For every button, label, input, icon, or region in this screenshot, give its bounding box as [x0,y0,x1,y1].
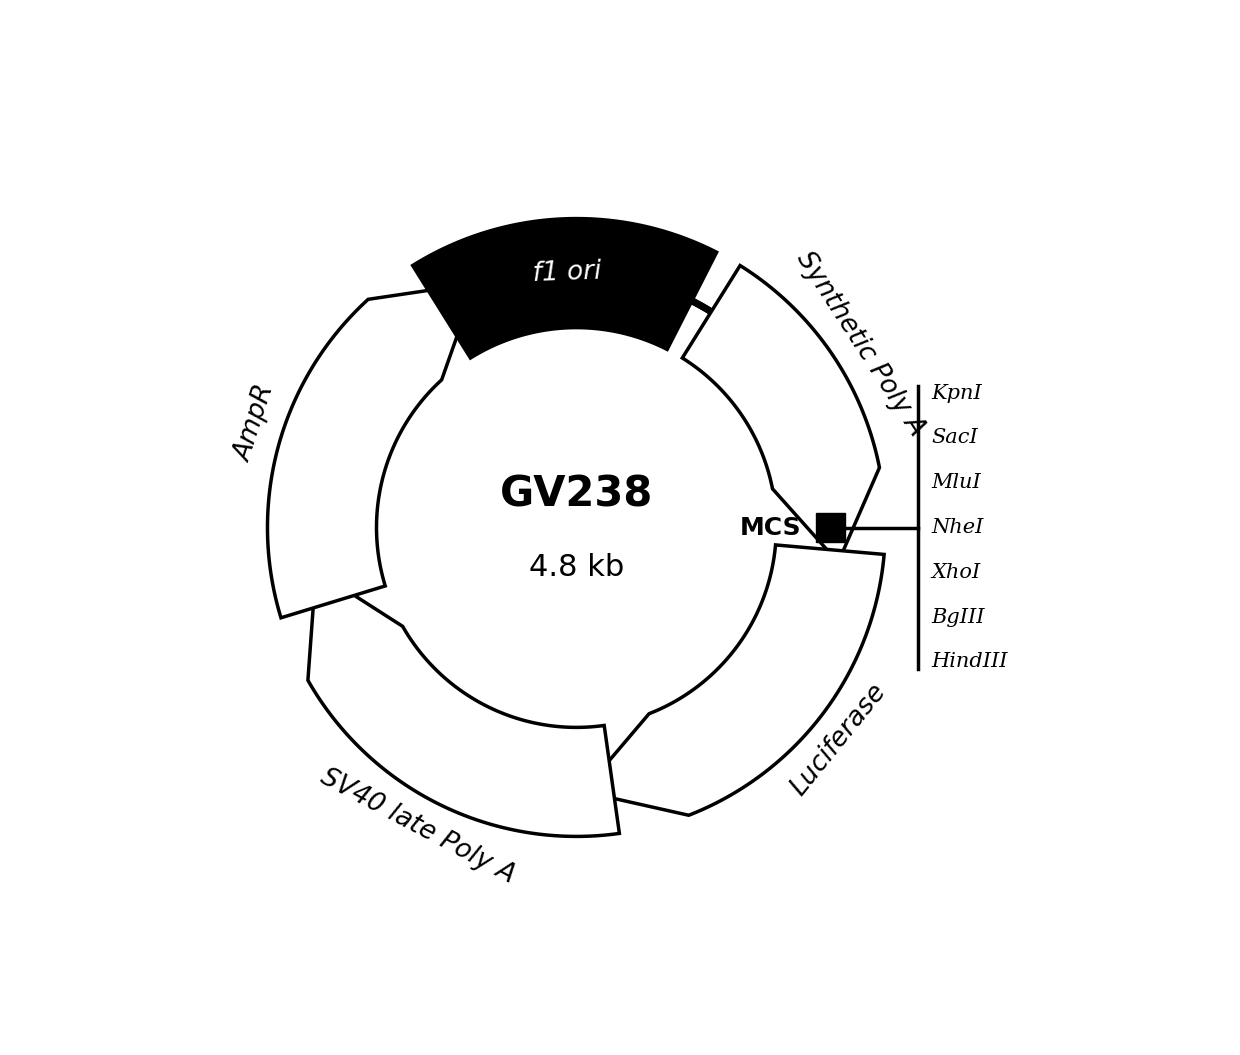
Text: AmpR: AmpR [231,382,279,464]
Text: Luciferase: Luciferase [786,679,892,801]
Text: SacI: SacI [931,428,978,447]
Text: HindIII: HindIII [931,652,1008,671]
Text: XhoI: XhoI [931,562,981,581]
Polygon shape [308,571,620,837]
Text: KpnI: KpnI [931,384,982,403]
Text: MluI: MluI [931,474,981,493]
Text: BgIII: BgIII [931,608,985,627]
Text: 4.8 kb: 4.8 kb [528,553,624,582]
Text: f1 ori: f1 ori [533,260,603,287]
Text: NheI: NheI [931,518,983,537]
Text: SV40 late Poly A: SV40 late Poly A [316,764,520,888]
Polygon shape [682,266,879,562]
Text: MCS: MCS [740,516,802,539]
Text: GV238: GV238 [500,474,653,516]
Bar [816,513,846,542]
Polygon shape [583,545,884,816]
Polygon shape [413,218,717,358]
Polygon shape [268,284,476,618]
Text: Synthetic Poly A: Synthetic Poly A [791,247,929,440]
